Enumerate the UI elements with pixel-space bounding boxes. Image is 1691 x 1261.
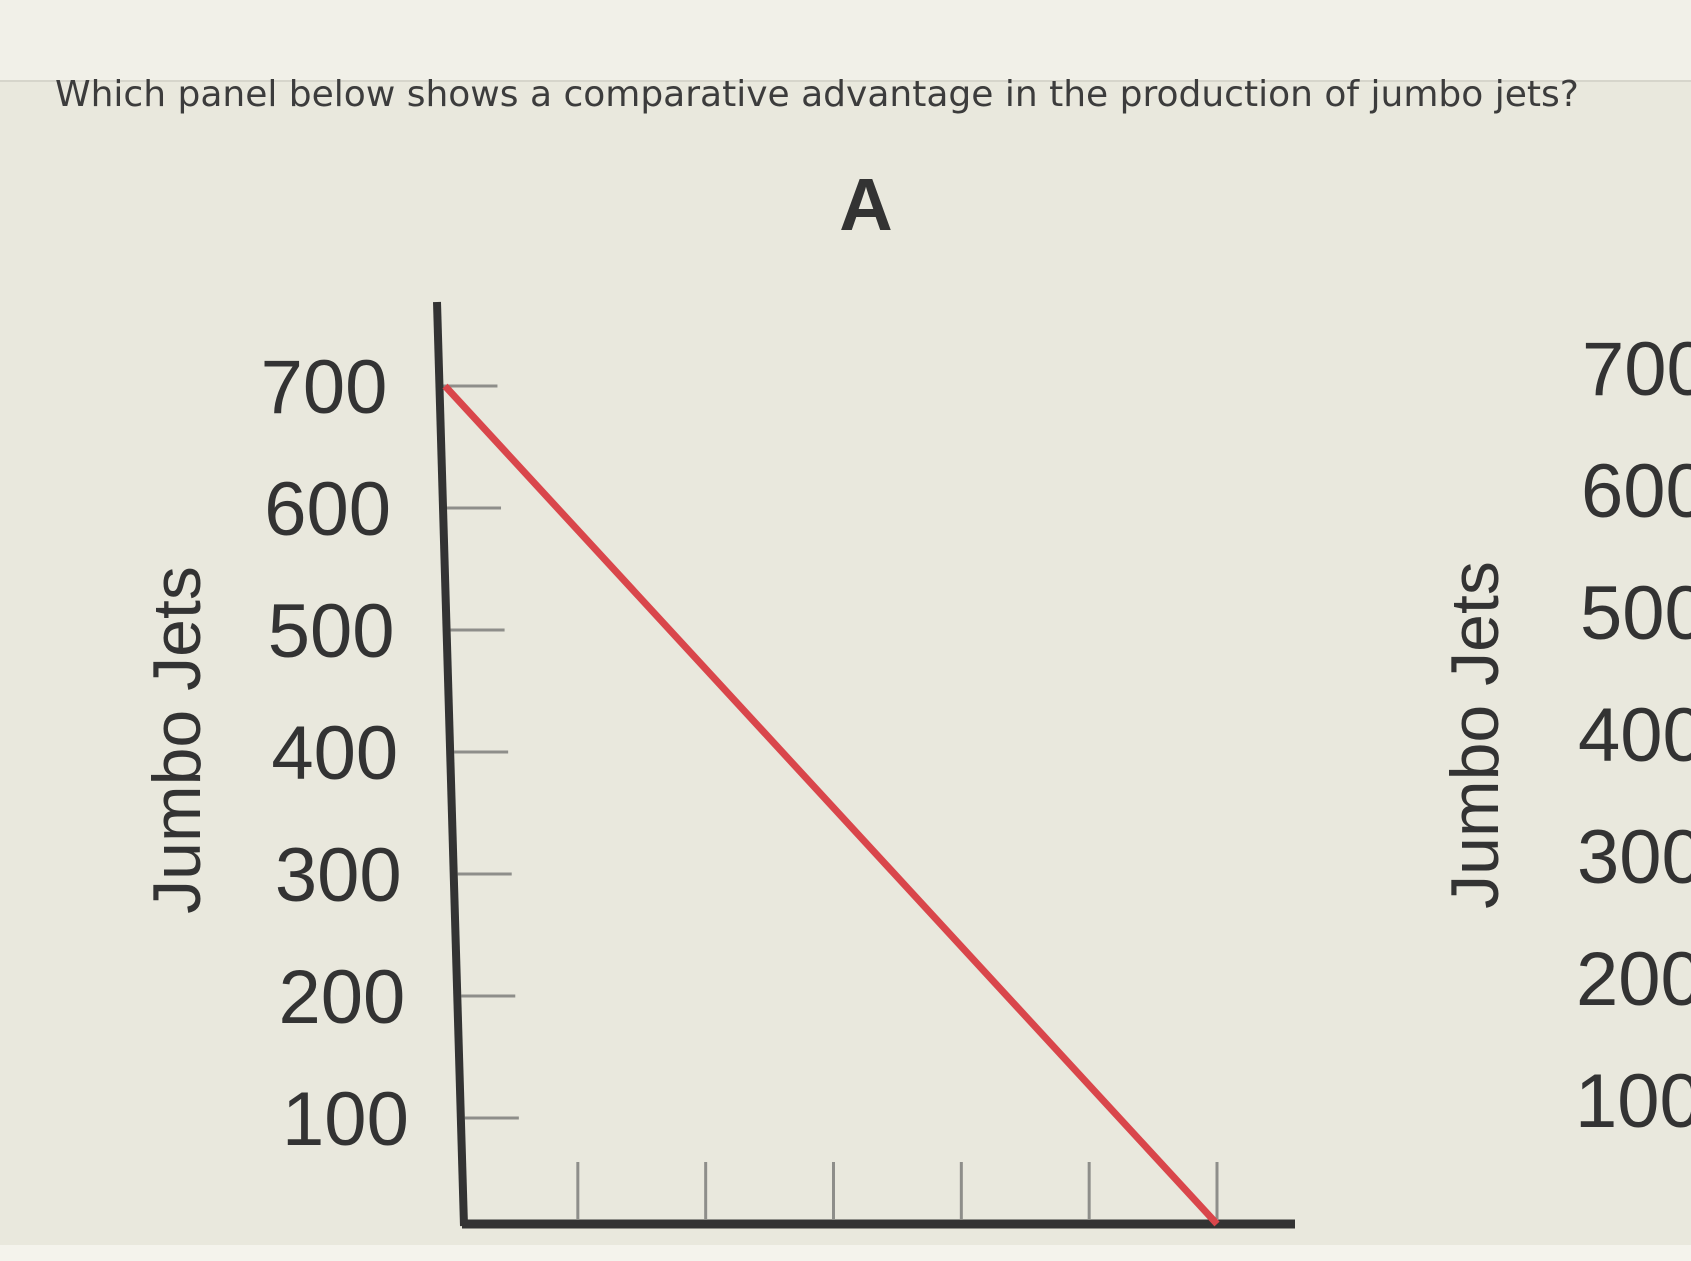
panel-a-y-tick-label: 100 [282,1077,409,1162]
panel-a-y-ticks: 100 200 300 400 500 600 700 [261,345,519,1162]
panel-a-y-tick-label: 600 [264,467,391,552]
question-text: Which panel below shows a comparative ad… [55,74,1579,115]
panel-b-y-ticks: 100 200 300 400 500 600 700 [1575,327,1691,1144]
panel-b-y-tick-label: 700 [1582,327,1691,412]
panel-a-label: A [839,163,892,246]
panel-a-ppf-line [442,383,1220,1227]
panel-b-y-tick-label: 100 [1575,1059,1691,1144]
panel-b: Jumbo Jets 100 200 300 400 500 600 700 [1437,327,1691,1144]
panel-a-y-tick-label: 500 [268,589,395,674]
panel-b-y-tick-label: 400 [1578,693,1691,778]
panel-a-y-tick-label: 700 [261,345,388,430]
panel-a-y-tick-label: 200 [278,955,405,1040]
panel-b-y-tick-label: 600 [1581,449,1691,534]
panel-a-y-tick-label: 400 [271,711,398,796]
header-strip [0,0,1691,82]
panel-b-y-axis-label: Jumbo Jets [1437,561,1513,909]
panel-a-y-axis-label: Jumbo Jets [139,566,215,914]
panel-b-y-tick-label: 300 [1577,815,1691,900]
panel-a-y-tick-label: 300 [275,833,402,918]
panel-a: A Jumbo Jets 100 200 300 400 500 600 700 [139,163,1295,1229]
panel-b-y-tick-label: 500 [1580,571,1691,656]
panel-a-y-axis [433,301,468,1227]
panel-a-x-ticks [576,1162,1219,1219]
footer-strip [0,1245,1691,1261]
panel-b-y-tick-label: 200 [1576,937,1691,1022]
